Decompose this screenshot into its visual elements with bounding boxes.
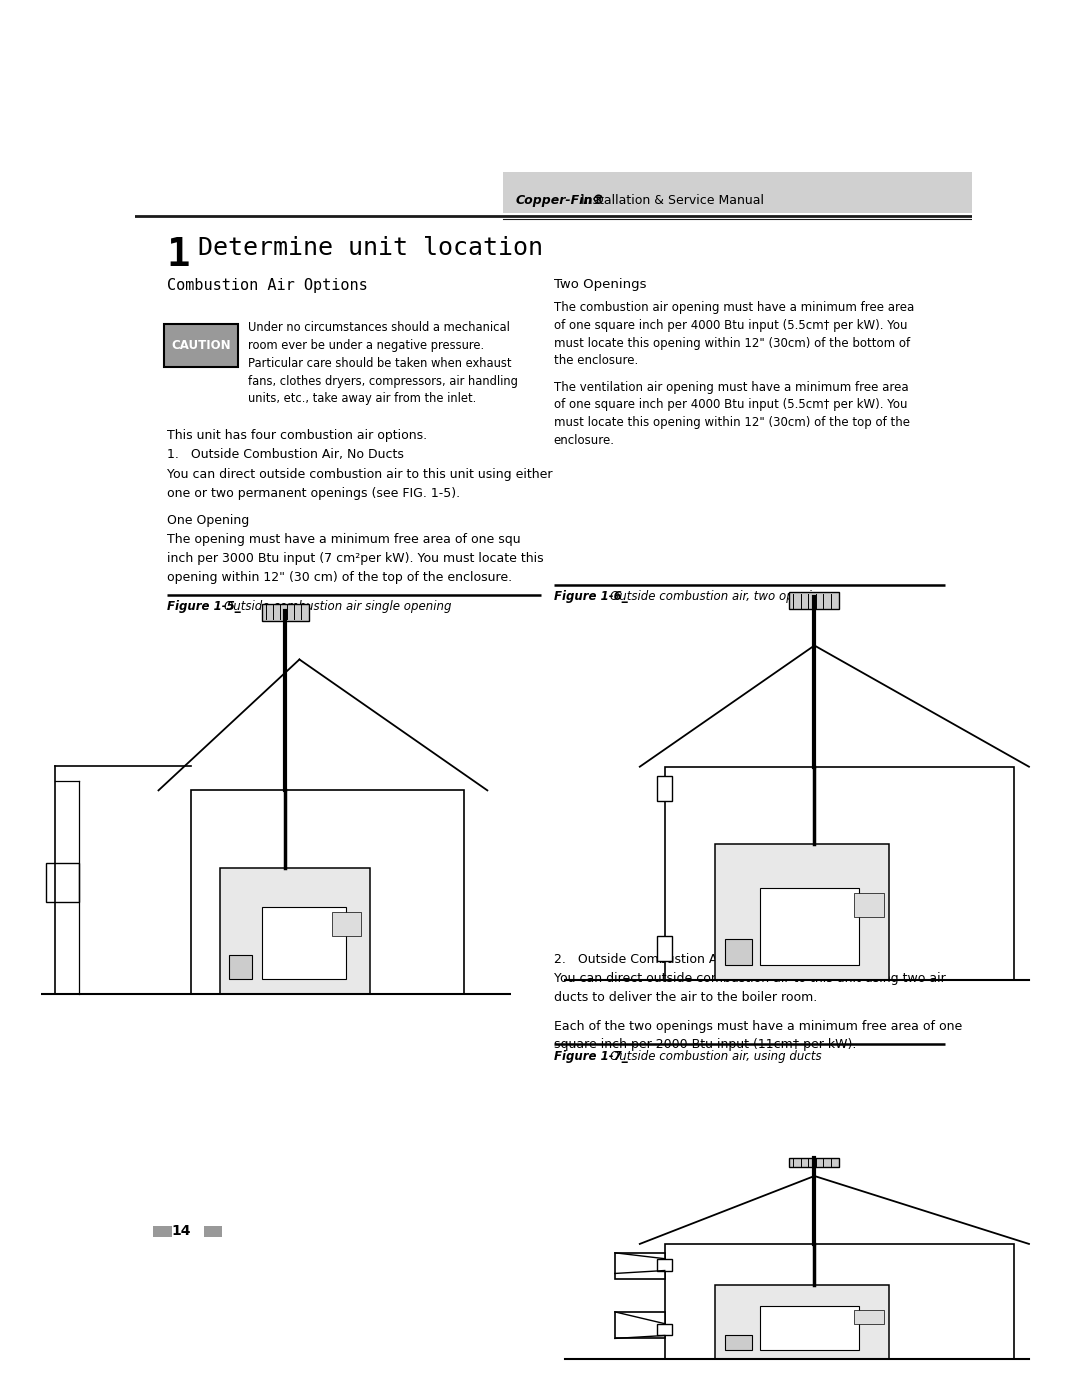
Text: This unit has four combustion air options.: This unit has four combustion air option… <box>166 429 427 441</box>
Bar <box>759 1306 860 1351</box>
Text: enclosure.: enclosure. <box>554 434 615 447</box>
Text: CAUTION: CAUTION <box>172 338 231 352</box>
Text: of one square inch per 4000 Btu input (5.5cm† per kW). You: of one square inch per 4000 Btu input (5… <box>554 319 907 331</box>
Text: Combustion Air Options: Combustion Air Options <box>166 278 367 293</box>
FancyBboxPatch shape <box>153 1227 172 1236</box>
FancyBboxPatch shape <box>164 324 238 366</box>
Polygon shape <box>789 1158 839 1166</box>
Bar <box>759 888 860 965</box>
Text: the enclosure.: the enclosure. <box>554 355 638 367</box>
Bar <box>725 939 752 965</box>
Text: Particular care should be taken when exhaust: Particular care should be taken when exh… <box>248 358 512 370</box>
Text: 1: 1 <box>166 236 190 274</box>
Bar <box>45 863 79 902</box>
Text: The opening must have a minimum free area of one squ: The opening must have a minimum free are… <box>166 534 521 546</box>
Bar <box>854 1310 885 1324</box>
Text: Two Openings: Two Openings <box>554 278 646 292</box>
Text: of one square inch per 4000 Btu input (5.5cm† per kW). You: of one square inch per 4000 Btu input (5… <box>554 398 907 411</box>
Text: Installation & Service Manual: Installation & Service Manual <box>581 194 765 207</box>
Bar <box>725 1336 752 1351</box>
Text: Figure 1-6_: Figure 1-6_ <box>554 591 627 604</box>
Polygon shape <box>219 868 369 995</box>
Text: Each of the two openings must have a minimum free area of one: Each of the two openings must have a min… <box>554 1020 962 1032</box>
FancyBboxPatch shape <box>503 172 972 212</box>
Text: ducts to deliver the air to the boiler room.: ducts to deliver the air to the boiler r… <box>554 990 816 1004</box>
Bar <box>615 1312 665 1338</box>
Text: You can direct outside combustion air to this unit using either: You can direct outside combustion air to… <box>166 468 552 481</box>
Text: Copper-Fin®: Copper-Fin® <box>516 194 606 207</box>
Polygon shape <box>261 604 309 620</box>
Text: Under no circumstances should a mechanical: Under no circumstances should a mechanic… <box>248 321 510 334</box>
Bar <box>854 893 885 916</box>
Bar <box>229 956 253 979</box>
Text: square inch per 2000 Btu input (11cm† per kW).: square inch per 2000 Btu input (11cm† pe… <box>554 1038 855 1052</box>
Text: units, etc., take away air from the inlet.: units, etc., take away air from the inle… <box>248 393 476 405</box>
Bar <box>658 1324 672 1336</box>
Text: 1.   Outside Combustion Air, No Ducts: 1. Outside Combustion Air, No Ducts <box>166 448 404 461</box>
Text: 14: 14 <box>172 1225 191 1239</box>
Bar <box>658 1259 672 1270</box>
Bar <box>658 777 672 800</box>
Text: room ever be under a negative pressure.: room ever be under a negative pressure. <box>248 339 484 352</box>
Polygon shape <box>715 844 889 981</box>
Text: The combustion air opening must have a minimum free area: The combustion air opening must have a m… <box>554 300 914 314</box>
Bar <box>615 1253 665 1280</box>
Text: You can direct outside combustion air to this unit using two air: You can direct outside combustion air to… <box>554 972 945 985</box>
Text: must locate this opening within 12" (30cm) of the top of the: must locate this opening within 12" (30c… <box>554 416 909 429</box>
Text: opening within 12" (30 cm) of the top of the enclosure.: opening within 12" (30 cm) of the top of… <box>166 571 512 584</box>
Text: must locate this opening within 12" (30cm) of the bottom of: must locate this opening within 12" (30c… <box>554 337 909 349</box>
Bar <box>333 912 361 936</box>
Bar <box>261 907 347 979</box>
Text: Outside combustion air, two openings: Outside combustion air, two openings <box>610 591 834 604</box>
Text: Figure 1-7_: Figure 1-7_ <box>554 1049 627 1063</box>
Text: fans, clothes dryers, compressors, air handling: fans, clothes dryers, compressors, air h… <box>248 374 518 388</box>
Text: inch per 3000 Btu input (7 cm²per kW). You must locate this: inch per 3000 Btu input (7 cm²per kW). Y… <box>166 552 543 566</box>
Text: Outside combustion air single opening: Outside combustion air single opening <box>224 601 451 613</box>
Bar <box>658 936 672 961</box>
Text: one or two permanent openings (see FIG. 1-5).: one or two permanent openings (see FIG. … <box>166 486 460 500</box>
Polygon shape <box>789 592 839 609</box>
Text: 2.   Outside Combustion Air, Using Ducts: 2. Outside Combustion Air, Using Ducts <box>554 953 808 965</box>
Text: The ventilation air opening must have a minimum free area: The ventilation air opening must have a … <box>554 380 908 394</box>
Polygon shape <box>715 1285 889 1359</box>
FancyBboxPatch shape <box>204 1227 222 1236</box>
Text: Determine unit location: Determine unit location <box>198 236 543 260</box>
Text: Outside combustion air, using ducts: Outside combustion air, using ducts <box>610 1049 822 1063</box>
Text: One Opening: One Opening <box>166 514 249 527</box>
Text: Figure 1-5_: Figure 1-5_ <box>166 601 241 613</box>
